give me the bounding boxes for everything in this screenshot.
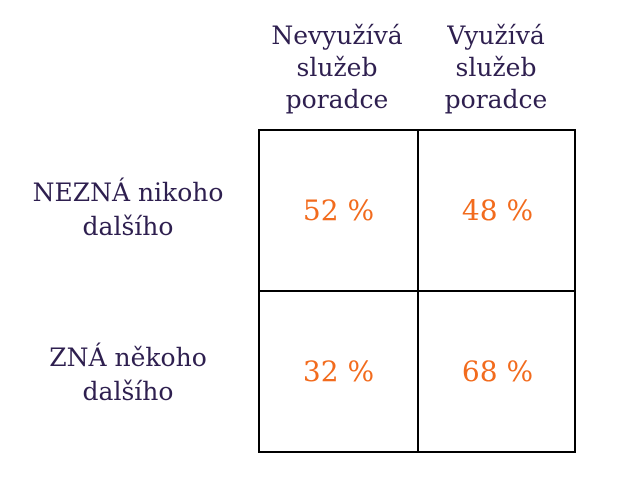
row-header-line: dalšího: [82, 377, 174, 406]
row-header-0: NEZNÁ nikoho dalšího: [10, 176, 246, 244]
column-header-line: Nevyužívá: [271, 21, 403, 50]
grid-divider-horizontal: [260, 290, 574, 292]
column-header-line: služeb: [455, 53, 537, 82]
row-header-line: dalšího: [82, 212, 174, 241]
row-header-line: NEZNÁ nikoho: [32, 178, 224, 207]
table-cell: 32 %: [302, 355, 375, 388]
row-header-1: ZNÁ někoho dalšího: [10, 341, 246, 409]
table-cell: 68 %: [461, 355, 534, 388]
column-header-0: Nevyužívá služeb poradce: [258, 20, 416, 116]
table-cell: 52 %: [302, 194, 375, 227]
column-header-line: poradce: [285, 85, 389, 114]
table-grid: 52 % 48 % 32 % 68 %: [258, 129, 576, 453]
column-header-line: služeb: [296, 53, 378, 82]
column-header-line: Využívá: [447, 21, 545, 50]
row-header-line: ZNÁ někoho: [49, 343, 207, 372]
column-header-line: poradce: [444, 85, 548, 114]
table-cell: 48 %: [461, 194, 534, 227]
column-header-1: Využívá služeb poradce: [417, 20, 575, 116]
